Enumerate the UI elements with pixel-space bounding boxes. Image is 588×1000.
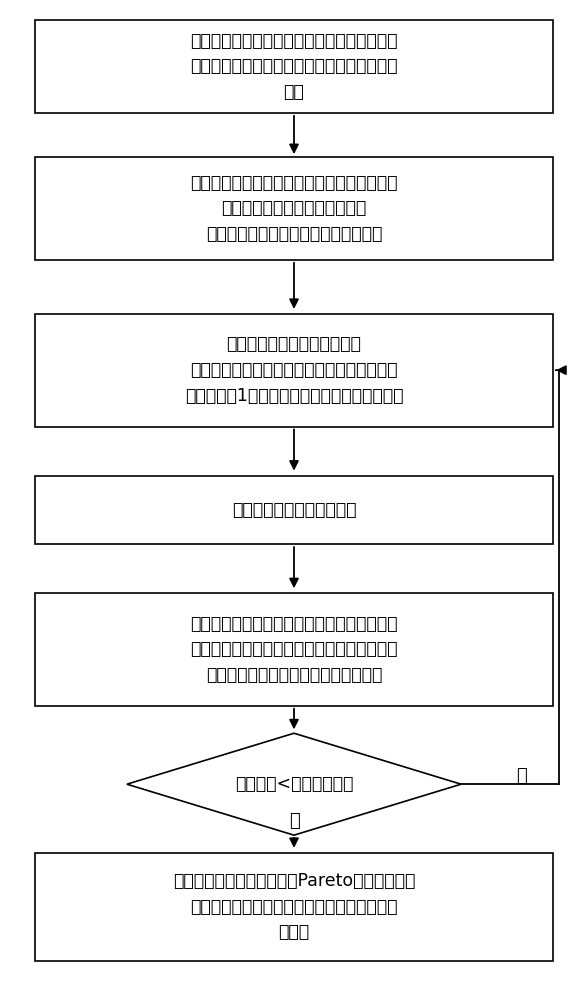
Polygon shape [127,733,461,835]
Text: 种群中量子萤火虫的量子位置
根据其适应度值进行非支配量子位置排序，非
支配等级为1的量子位置放入精英量子位置集中: 种群中量子萤火虫的量子位置 根据其适应度值进行非支配量子位置排序，非 支配等级为… [185,335,403,405]
Text: 选择非支配量子位置加入精英量子位置集，并
对精英量子位置集进行非支配量子位置排序，
选择优良量子位置更新精英量子位置集: 选择非支配量子位置加入精英量子位置集，并 对精英量子位置集进行非支配量子位置排序… [191,615,397,684]
Text: 更新量子萤火虫的量子位置: 更新量子萤火虫的量子位置 [232,501,356,519]
FancyBboxPatch shape [35,20,553,113]
FancyBboxPatch shape [35,853,553,961]
Text: 建立多目标频谱感知模型，确定多目标频谱感
知方法对应多目标量子萤火虫搜索机制的关键
参数: 建立多目标频谱感知模型，确定多目标频谱感 知方法对应多目标量子萤火虫搜索机制的关… [191,32,397,101]
Text: 是: 是 [516,767,527,785]
FancyBboxPatch shape [35,157,553,260]
Text: 根据实际应用需要从最终的Pareto前端量子位置
集中选择合适的量子位置获得相应的频谱感知
方案。: 根据实际应用需要从最终的Pareto前端量子位置 集中选择合适的量子位置获得相应… [173,872,415,941]
FancyBboxPatch shape [35,476,553,544]
Text: 否: 否 [289,812,299,830]
FancyBboxPatch shape [35,593,553,706]
Text: 初始化量子萤火虫群，每只量子萤火虫的归一
化位置代表一种频谱感知方案，
确定需要求解的多目标适应度函数形式: 初始化量子萤火虫群，每只量子萤火虫的归一 化位置代表一种频谱感知方案， 确定需要… [191,174,397,243]
FancyBboxPatch shape [35,314,553,426]
Text: 迭代次数<最大迭代次数: 迭代次数<最大迭代次数 [235,775,353,793]
